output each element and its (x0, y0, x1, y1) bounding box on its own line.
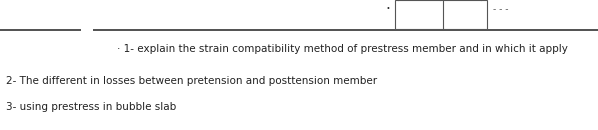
Text: · 1- explain the strain compatibility method of prestress member and in which it: · 1- explain the strain compatibility me… (117, 44, 568, 54)
Text: ·: · (385, 2, 390, 17)
Bar (395, 0, 487, 29)
Text: 2- The different in losses between pretension and posttension member: 2- The different in losses between prete… (6, 76, 377, 86)
Text: 3- using prestress in bubble slab: 3- using prestress in bubble slab (6, 102, 176, 112)
Text: - - -: - - - (493, 5, 509, 14)
